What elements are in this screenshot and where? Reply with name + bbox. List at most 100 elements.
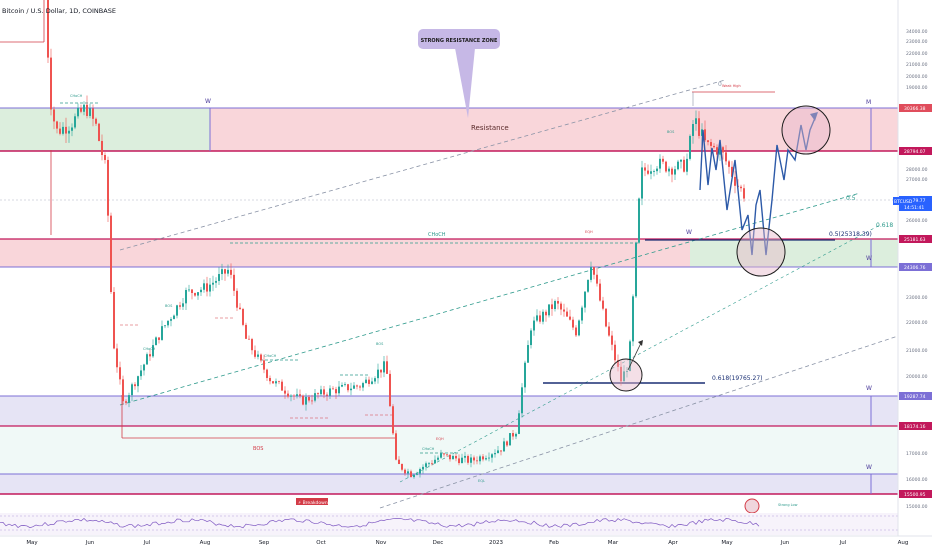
- candle-body: [710, 142, 712, 146]
- candle-body: [689, 135, 691, 159]
- price-tick: 17000.00: [906, 451, 928, 457]
- candle-body: [308, 396, 310, 401]
- candle-body: [239, 307, 241, 309]
- eqh-label-1: EQH: [585, 230, 593, 234]
- candle-body: [344, 384, 346, 386]
- candle-body: [92, 108, 94, 119]
- price-label-bg: [899, 196, 932, 204]
- candle-body: [431, 463, 433, 465]
- price-tick: 26000.00: [906, 218, 928, 224]
- candle-body: [668, 168, 670, 172]
- candle-body: [182, 303, 184, 307]
- candle-body: [584, 291, 586, 308]
- candle-body: [569, 316, 571, 320]
- projection-arrow-head: [810, 112, 818, 121]
- candle-body: [455, 455, 457, 459]
- candle-body: [305, 396, 307, 405]
- time-label: Dec: [433, 540, 444, 546]
- candle-body: [467, 455, 469, 463]
- price-label-bg: [899, 422, 932, 430]
- candle-body: [500, 450, 502, 452]
- time-label: 2023: [489, 540, 503, 546]
- strong-low-icon: [744, 498, 760, 514]
- support-zone-left: [0, 239, 690, 267]
- candle-body: [536, 315, 538, 321]
- candle-body: [140, 370, 142, 377]
- candle-body: [89, 108, 91, 116]
- candle-body: [206, 283, 208, 292]
- candle-body: [557, 301, 559, 304]
- candle-body: [632, 296, 634, 342]
- candle-body: [731, 166, 733, 177]
- candle-body: [650, 171, 652, 174]
- candle-body: [551, 304, 553, 310]
- candle-body: [572, 319, 574, 328]
- zone-bubble-text: STRONG RESISTANCE ZONE: [421, 38, 498, 44]
- candle-body: [548, 304, 550, 316]
- candle-body: [110, 215, 112, 292]
- price-tick: 16000.00: [906, 477, 928, 483]
- candle-body: [419, 469, 421, 474]
- candle-body: [365, 379, 367, 384]
- candle-body: [743, 188, 745, 199]
- price-label: 24306.76: [904, 265, 926, 271]
- candle-body: [251, 339, 253, 351]
- breakdown-label: ⚡ Breakdown: [298, 500, 328, 506]
- candle-body: [506, 441, 508, 446]
- candle-body: [596, 274, 598, 284]
- candle-body: [671, 168, 673, 175]
- candle-body: [83, 104, 85, 112]
- channel-teal-2: [399, 224, 881, 483]
- candle-body: [683, 159, 685, 172]
- oscillator-line: [0, 518, 760, 529]
- w-mark-2: W: [686, 229, 692, 236]
- resistance-zone: [210, 108, 898, 151]
- candle-body: [446, 454, 448, 456]
- candle-body: [680, 159, 682, 162]
- candle-body: [236, 290, 238, 308]
- candle-body: [209, 284, 211, 292]
- price-tick: 22000.00: [906, 51, 928, 57]
- candle-body: [476, 460, 478, 462]
- candle-body: [128, 395, 130, 403]
- candle-body: [740, 186, 742, 189]
- small-arrow-head: [638, 340, 643, 346]
- candle-body: [701, 129, 703, 136]
- w-mark-4: W: [866, 464, 872, 471]
- candle-body: [521, 387, 523, 414]
- candle-body: [491, 454, 493, 458]
- candle-body: [176, 305, 178, 316]
- candle-body: [413, 474, 415, 478]
- candle-body: [332, 388, 334, 390]
- candle-body: [686, 158, 688, 172]
- zone-bubble: [418, 29, 500, 49]
- weak-high-label: Weak High: [722, 84, 741, 88]
- projection-path: [699, 117, 816, 256]
- candle-body: [296, 394, 298, 397]
- candle-body: [287, 393, 289, 397]
- candle-body: [725, 152, 727, 162]
- candle-body: [383, 361, 385, 373]
- time-label: Jul: [143, 540, 151, 546]
- candle-body: [407, 471, 409, 474]
- choch-small-2: CHoCH: [264, 354, 277, 358]
- demand-zone-3: [0, 474, 898, 494]
- eql-label: EQL: [478, 479, 485, 483]
- candle-body: [560, 303, 562, 310]
- price-tick: 23000.00: [906, 39, 928, 45]
- candle-body: [227, 269, 229, 274]
- candle-body: [665, 161, 667, 172]
- fib-0618-right-label: 0.618: [876, 222, 893, 229]
- price-label: 25181.63: [904, 237, 926, 243]
- bos-small-1: BOS: [165, 304, 173, 308]
- candle-body: [629, 341, 631, 372]
- candle-body: [425, 463, 427, 467]
- candles-group: [47, 0, 745, 479]
- price-tick: 22000.00: [906, 320, 928, 326]
- candle-body: [155, 337, 157, 346]
- price-label-bg: [899, 392, 932, 400]
- w-mark-1: W: [205, 98, 211, 105]
- candle-body: [311, 400, 313, 402]
